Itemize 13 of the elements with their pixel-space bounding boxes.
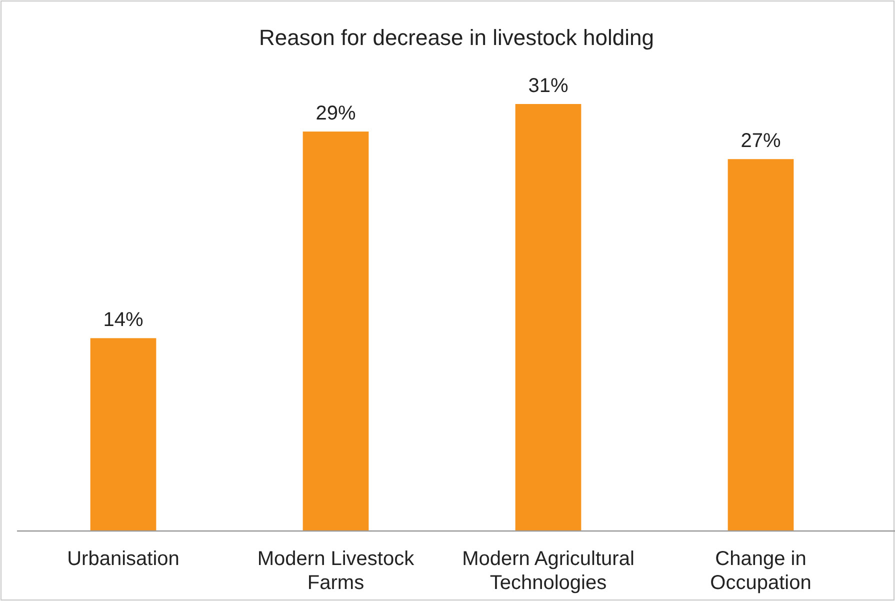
data-label: 31% — [528, 75, 568, 97]
data-label: 29% — [316, 102, 356, 125]
data-label: 27% — [740, 130, 781, 152]
x-tick-label: Urbanisation — [67, 548, 180, 570]
bar — [515, 104, 582, 531]
bar — [302, 132, 369, 531]
bar — [90, 338, 156, 531]
chart-title: Reason for decrease in livestock holding — [258, 25, 654, 50]
data-label: 14% — [103, 309, 144, 332]
x-tick-label: Modern Agricultural Technologies — [462, 548, 634, 594]
x-tick-label: Modern Livestock Farms — [257, 548, 416, 594]
bar — [728, 159, 794, 531]
x-tick-label: Change in Occupation — [710, 548, 812, 594]
